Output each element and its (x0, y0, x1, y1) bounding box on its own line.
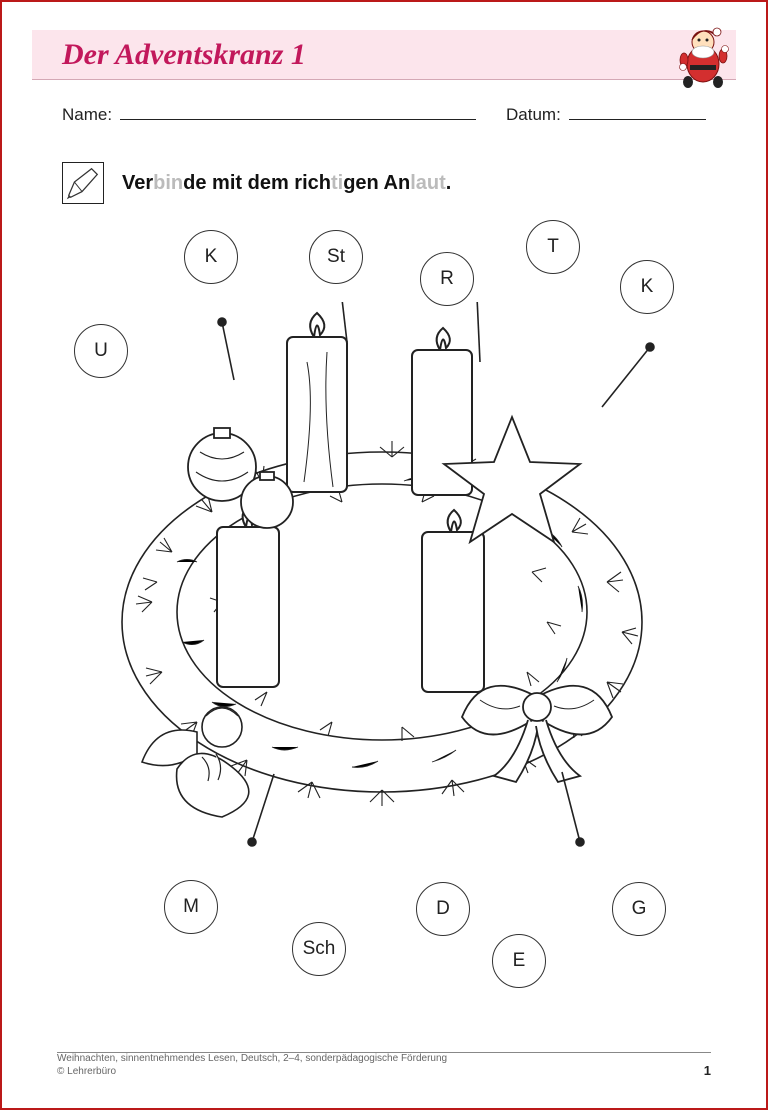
instr-p1: Ver (122, 172, 153, 194)
name-underline[interactable] (120, 102, 476, 120)
instr-p7: . (446, 172, 452, 194)
instr-p3: de mit dem rich (183, 172, 331, 194)
letter-bubble[interactable]: D (416, 882, 470, 936)
date-field: Datum: (506, 102, 706, 125)
advent-wreath-illustration (82, 302, 682, 852)
letter-bubble[interactable]: G (612, 882, 666, 936)
instr-p6: laut (410, 172, 446, 194)
name-date-row: Name: Datum: (62, 102, 706, 125)
instruction-text: Verbinde mit dem richtigen Anlaut. (122, 172, 451, 195)
date-label: Datum: (506, 105, 561, 125)
name-field: Name: (62, 102, 476, 125)
page-number: 1 (704, 1063, 711, 1078)
letter-bubble[interactable]: K (184, 230, 238, 284)
letter-bubble[interactable]: T (526, 220, 580, 274)
footer-line1: Weihnachten, sinnentnehmendes Lesen, Deu… (57, 1052, 447, 1065)
letter-bubble[interactable]: St (309, 230, 363, 284)
pencil-icon (62, 162, 104, 204)
name-label: Name: (62, 105, 112, 125)
instr-p2: bin (153, 172, 183, 194)
instr-p4: ti (331, 172, 343, 194)
date-underline[interactable] (569, 102, 706, 120)
footer-line2: © Lehrerbüro (57, 1065, 447, 1078)
letter-bubble[interactable]: M (164, 880, 218, 934)
title-bar: Der Adventskranz 1 (32, 30, 736, 80)
santa-icon (676, 22, 731, 92)
footer-text: Weihnachten, sinnentnehmendes Lesen, Deu… (57, 1052, 447, 1078)
instr-p5: gen An (343, 172, 410, 194)
letter-bubble[interactable]: R (420, 252, 474, 306)
letter-bubble[interactable]: E (492, 934, 546, 988)
page-title: Der Adventskranz 1 (62, 38, 306, 72)
letter-bubble[interactable]: Sch (292, 922, 346, 976)
